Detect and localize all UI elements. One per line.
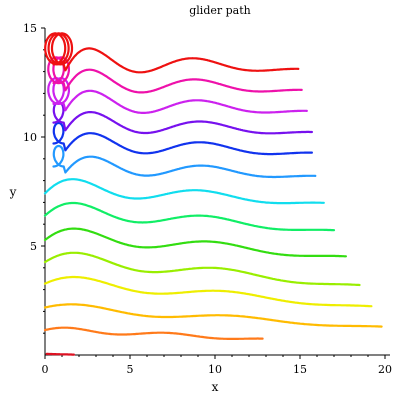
x-tick-label: 0 bbox=[42, 363, 49, 376]
x-tick-label: 5 bbox=[127, 363, 134, 376]
series-line-7 bbox=[43, 201, 336, 232]
y-tick-label: 10 bbox=[23, 131, 37, 144]
chart-title: glider path bbox=[189, 4, 251, 17]
series-line-9 bbox=[52, 144, 317, 179]
x-tick-label: 10 bbox=[208, 363, 222, 376]
series-line-2 bbox=[43, 326, 264, 340]
series-line-3 bbox=[43, 303, 383, 328]
x-tick-label: 20 bbox=[378, 363, 392, 376]
y-tick-label: 5 bbox=[30, 240, 37, 253]
x-tick-label: 15 bbox=[293, 363, 307, 376]
axes: 0 5 10 15 20 5 10 15 bbox=[23, 22, 392, 376]
series-line-13 bbox=[47, 56, 303, 94]
series-group bbox=[43, 32, 383, 356]
series-line-1 bbox=[45, 352, 75, 356]
series-line-5 bbox=[43, 251, 361, 287]
y-tick-label: 15 bbox=[23, 22, 37, 35]
series-line-12 bbox=[47, 77, 308, 114]
series-line-14 bbox=[44, 32, 300, 74]
series-line-6 bbox=[43, 227, 347, 258]
series-line-11 bbox=[52, 101, 313, 135]
series-line-8 bbox=[43, 178, 325, 205]
y-axis-label: y bbox=[9, 185, 17, 199]
series-line-10 bbox=[52, 121, 313, 156]
series-line-4 bbox=[43, 275, 373, 308]
x-axis-label: x bbox=[212, 380, 219, 394]
